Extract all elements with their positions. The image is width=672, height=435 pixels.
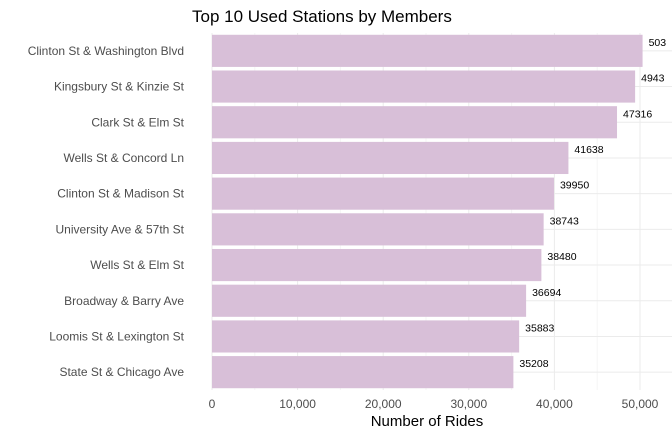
x-axis-label: Number of Rides bbox=[371, 413, 484, 430]
category-label-2: Clark St & Elm St bbox=[91, 115, 184, 129]
bar-1 bbox=[212, 70, 636, 103]
bar-5 bbox=[212, 213, 544, 246]
x-tick-label-5: 50,000 bbox=[622, 397, 659, 411]
data-label-1: 4943 bbox=[641, 73, 665, 85]
x-tick-label-4: 40,000 bbox=[536, 397, 573, 411]
category-label-6: Wells St & Elm St bbox=[90, 258, 184, 272]
bar-8 bbox=[212, 320, 520, 353]
x-axis-tick-labels: 0 10,000 20,000 30,000 40,000 50,000 bbox=[209, 397, 659, 411]
category-label-3: Wells St & Concord Ln bbox=[64, 151, 185, 165]
bar-6 bbox=[212, 248, 542, 282]
data-label-0: 503 bbox=[649, 37, 667, 49]
data-label-9: 35208 bbox=[519, 358, 548, 370]
category-label-8: Loomis St & Lexington St bbox=[49, 329, 184, 343]
category-label-4: Clinton St & Madison St bbox=[57, 187, 184, 201]
data-label-8: 35883 bbox=[525, 322, 554, 334]
bar-0 bbox=[212, 34, 643, 67]
x-tick-label-1: 10,000 bbox=[279, 397, 316, 411]
data-label-4: 39950 bbox=[560, 180, 589, 192]
data-label-5: 38743 bbox=[550, 215, 579, 227]
chart-title: Top 10 Used Stations by Members bbox=[192, 7, 452, 26]
bar-7 bbox=[212, 284, 527, 317]
x-tick-label-2: 20,000 bbox=[365, 397, 402, 411]
category-label-0: Clinton St & Washington Blvd bbox=[28, 44, 184, 58]
category-label-7: Broadway & Barry Ave bbox=[64, 294, 184, 308]
bar-3 bbox=[212, 141, 569, 175]
bar-series bbox=[212, 34, 643, 389]
bar-2 bbox=[212, 106, 618, 139]
x-tick-label-0: 0 bbox=[209, 397, 216, 411]
category-label-5: University Ave & 57th St bbox=[55, 222, 184, 236]
y-axis-category-labels: Clinton St & Washington Blvd Kingsbury St… bbox=[28, 44, 185, 379]
data-label-2: 47316 bbox=[623, 108, 652, 120]
x-tick-label-3: 30,000 bbox=[450, 397, 487, 411]
category-label-9: State St & Chicago Ave bbox=[59, 365, 184, 379]
data-label-6: 38480 bbox=[547, 251, 576, 263]
data-label-7: 36694 bbox=[532, 287, 561, 299]
bar-9 bbox=[212, 356, 514, 389]
data-label-3: 41638 bbox=[574, 144, 603, 156]
bar-4 bbox=[212, 177, 554, 210]
data-labels: 503 4943 47316 41638 39950 38743 38480 36694 358… bbox=[519, 37, 666, 370]
category-label-1: Kingsbury St & Kinzie St bbox=[54, 80, 185, 94]
